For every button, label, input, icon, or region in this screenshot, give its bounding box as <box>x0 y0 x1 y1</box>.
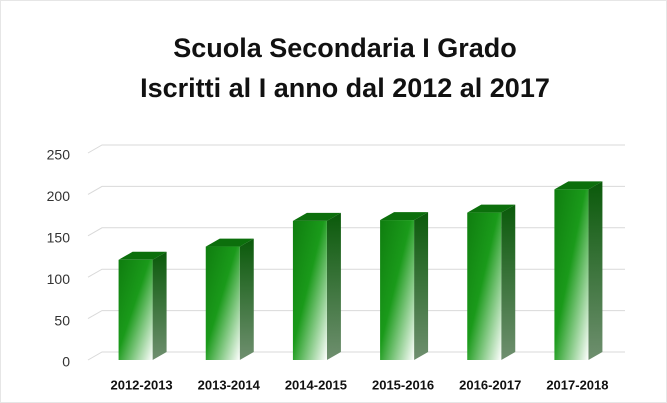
bar-top <box>467 204 516 213</box>
bar-side <box>152 251 167 360</box>
chart-title: Scuola Secondaria I Grado <box>173 33 517 63</box>
y-tick-label: 100 <box>47 271 71 287</box>
y-tick-label: 200 <box>47 188 71 204</box>
bar-top <box>292 212 341 221</box>
bar-side <box>326 212 341 360</box>
bar-top <box>118 251 167 260</box>
bar-side <box>588 181 603 360</box>
bar-side <box>501 204 516 360</box>
grid-line <box>87 310 625 320</box>
grid-line <box>87 351 625 361</box>
y-tick-label: 0 <box>62 354 70 370</box>
bar-top <box>554 181 603 190</box>
bar <box>292 220 327 360</box>
bar-top <box>380 212 429 221</box>
x-tick-label: 2016-2017 <box>459 377 521 392</box>
bar-side <box>414 212 429 360</box>
x-tick-label: 2014-2015 <box>285 377 347 392</box>
y-tick-label: 150 <box>47 230 71 246</box>
x-tick-label: 2013-2014 <box>198 377 261 392</box>
grid-line <box>87 144 625 154</box>
bar-side <box>239 238 254 360</box>
y-tick-label: 250 <box>47 147 71 163</box>
grid-line <box>87 185 625 195</box>
bar-top <box>205 238 254 247</box>
y-tick-label: 50 <box>54 312 70 328</box>
bar <box>467 212 502 360</box>
chart-subtitle: Iscritti al I anno dal 2012 al 2017 <box>140 73 550 103</box>
bar <box>205 246 240 360</box>
grid-line <box>87 227 625 237</box>
x-tick-label: 2017-2018 <box>546 377 608 392</box>
grid-line <box>87 268 625 278</box>
x-tick-label: 2012-2013 <box>110 377 172 392</box>
bar <box>380 220 415 360</box>
x-tick-label: 2015-2016 <box>372 377 434 392</box>
bar <box>118 259 153 360</box>
bar <box>554 189 589 360</box>
